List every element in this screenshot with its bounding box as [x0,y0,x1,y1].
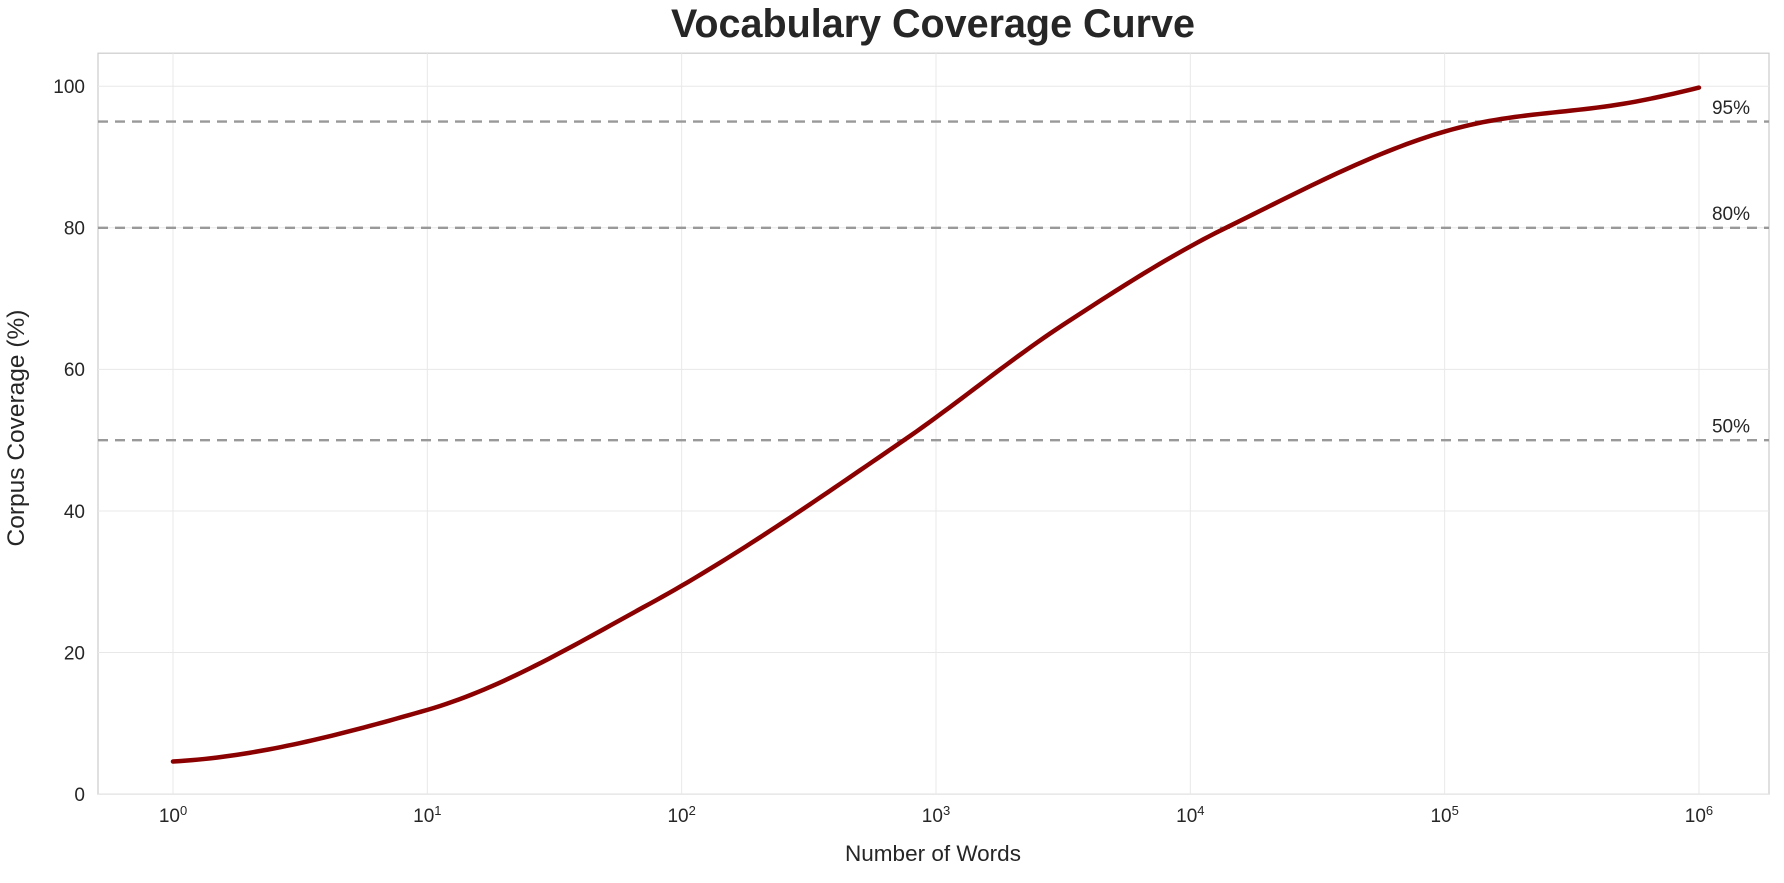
svg-text:60: 60 [64,360,85,381]
svg-text:80: 80 [64,219,85,240]
svg-text:106: 106 [1685,803,1713,828]
svg-text:101: 101 [413,803,441,828]
svg-text:20: 20 [64,643,85,664]
svg-text:Vocabulary Coverage Curve: Vocabulary Coverage Curve [671,2,1195,46]
svg-text:103: 103 [922,803,950,828]
svg-text:100: 100 [159,803,187,828]
svg-text:Corpus Coverage (%): Corpus Coverage (%) [3,310,30,547]
svg-text:Number of Words: Number of Words [845,841,1021,866]
svg-text:0: 0 [74,785,85,806]
svg-text:102: 102 [667,803,695,828]
svg-text:105: 105 [1430,803,1458,828]
svg-text:80%: 80% [1712,204,1750,225]
svg-text:100: 100 [53,77,85,98]
svg-text:50%: 50% [1712,417,1750,438]
svg-text:95%: 95% [1712,98,1750,119]
svg-text:40: 40 [64,502,85,523]
svg-text:104: 104 [1176,803,1204,828]
